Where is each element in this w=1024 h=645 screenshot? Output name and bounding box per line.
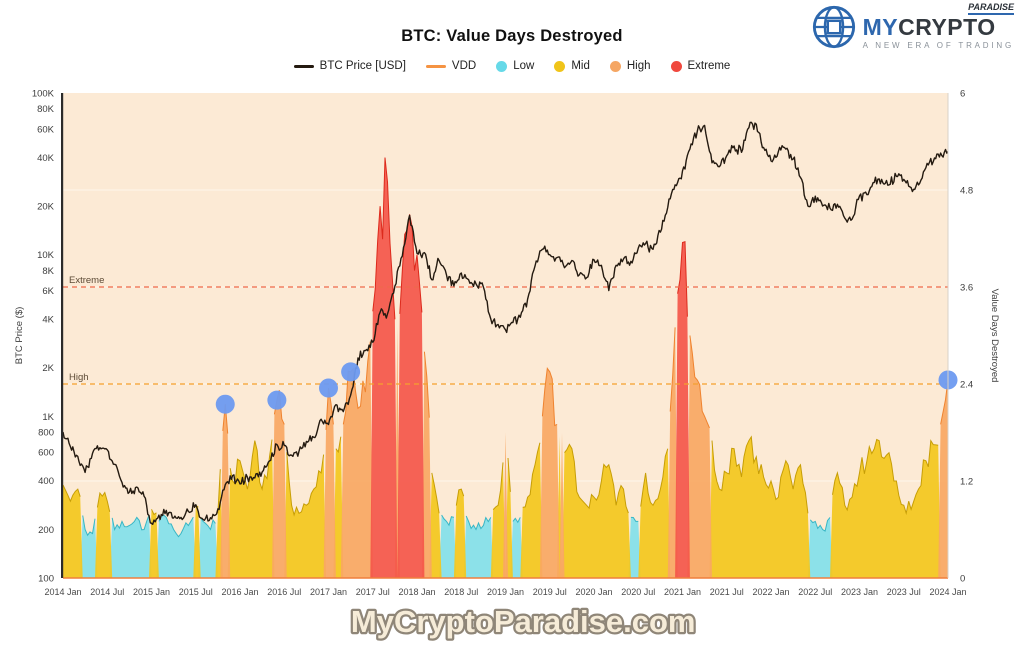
legend-label: VDD: [451, 60, 477, 72]
svg-text:6K: 6K: [42, 286, 54, 297]
svg-text:2023 Jul: 2023 Jul: [887, 587, 921, 597]
svg-text:600: 600: [38, 448, 54, 459]
svg-text:2016 Jan: 2016 Jan: [221, 587, 258, 597]
svg-text:2017 Jul: 2017 Jul: [356, 587, 390, 597]
legend-label: Extreme: [687, 60, 731, 72]
svg-text:2022 Jan: 2022 Jan: [752, 587, 789, 597]
logo-brand-prefix: MY: [862, 14, 899, 40]
mid-dot-swatch-icon: [554, 60, 566, 72]
svg-text:2019 Jan: 2019 Jan: [487, 587, 524, 597]
svg-text:2.4: 2.4: [960, 380, 973, 391]
svg-text:2015 Jul: 2015 Jul: [179, 587, 213, 597]
logo-tagline: A NEW ERA OF TRADING: [862, 41, 1014, 50]
svg-text:1.2: 1.2: [960, 477, 973, 488]
legend-item-extreme[interactable]: Extreme: [670, 60, 731, 72]
logo-brand: MYCRYPTO: [863, 16, 996, 39]
page-title: BTC: Value Days Destroyed: [401, 27, 623, 45]
legend-item-btc-price[interactable]: BTC Price [USD]: [293, 60, 406, 72]
svg-text:2K: 2K: [42, 363, 54, 374]
vdd-line-swatch-icon: [425, 64, 446, 68]
svg-text:8K: 8K: [42, 266, 54, 277]
svg-text:4.8: 4.8: [960, 186, 973, 197]
svg-text:2019 Jul: 2019 Jul: [533, 587, 567, 597]
logo-brand-suffix: CRYPTO: [898, 14, 996, 40]
svg-text:2022 Jul: 2022 Jul: [798, 587, 832, 597]
brand-logo: PARADISE MYCRYPTO A NEW ERA OF TRADING: [811, 3, 1014, 50]
svg-text:20K: 20K: [37, 202, 55, 213]
watermark-text: MyCryptoParadise.com: [351, 604, 696, 639]
legend-label: High: [626, 60, 651, 72]
globe-circuit-icon: [812, 5, 855, 48]
svg-text:Value Days Destroyed: Value Days Destroyed: [989, 289, 1000, 383]
svg-text:2014 Jan: 2014 Jan: [44, 587, 81, 597]
extreme-dot-swatch-icon: [670, 60, 682, 72]
svg-text:2014 Jul: 2014 Jul: [90, 587, 124, 597]
svg-text:2015 Jan: 2015 Jan: [133, 587, 170, 597]
watermark: MyCryptoParadise.com: [349, 602, 698, 642]
svg-text:2024 Jan: 2024 Jan: [929, 587, 966, 597]
svg-text:6: 6: [960, 89, 965, 100]
svg-text:40K: 40K: [37, 153, 55, 164]
legend-label: BTC Price [USD]: [319, 60, 406, 72]
svg-text:200: 200: [38, 525, 54, 536]
legend-item-high[interactable]: High: [609, 60, 651, 72]
svg-text:80K: 80K: [37, 104, 55, 115]
svg-text:2020 Jul: 2020 Jul: [621, 587, 655, 597]
svg-text:2016 Jul: 2016 Jul: [267, 587, 301, 597]
svg-text:3.6: 3.6: [960, 283, 973, 294]
svg-text:2021 Jan: 2021 Jan: [664, 587, 701, 597]
svg-text:400: 400: [38, 476, 54, 487]
svg-text:High: High: [69, 372, 89, 383]
svg-text:800: 800: [38, 428, 54, 439]
legend-item-mid[interactable]: Mid: [554, 60, 590, 72]
svg-text:60K: 60K: [37, 124, 55, 135]
legend-label: Mid: [571, 60, 590, 72]
svg-text:2018 Jan: 2018 Jan: [398, 587, 435, 597]
svg-text:4K: 4K: [42, 315, 54, 326]
high-dot-swatch-icon: [609, 60, 621, 72]
legend-item-low[interactable]: Low: [496, 60, 534, 72]
btc-price-line-swatch-icon: [293, 64, 314, 68]
svg-text:2018 Jul: 2018 Jul: [444, 587, 478, 597]
low-dot-swatch-icon: [496, 60, 508, 72]
svg-text:2020 Jan: 2020 Jan: [575, 587, 612, 597]
svg-text:2023 Jan: 2023 Jan: [841, 587, 878, 597]
legend-item-vdd[interactable]: VDD: [425, 60, 477, 72]
svg-text:10K: 10K: [37, 250, 55, 261]
svg-text:100K: 100K: [32, 89, 55, 100]
svg-text:Extreme: Extreme: [69, 275, 104, 286]
legend-label: Low: [513, 60, 535, 72]
svg-text:1K: 1K: [42, 412, 54, 423]
logo-badge: PARADISE: [968, 3, 1014, 15]
svg-text:0: 0: [960, 574, 965, 585]
svg-text:100: 100: [38, 574, 54, 585]
svg-text:2017 Jan: 2017 Jan: [310, 587, 347, 597]
svg-text:BTC Price ($): BTC Price ($): [14, 307, 25, 365]
chart-legend: BTC Price [USD] VDD Low Mid High Extreme: [0, 60, 1024, 72]
svg-text:2021 Jul: 2021 Jul: [710, 587, 744, 597]
